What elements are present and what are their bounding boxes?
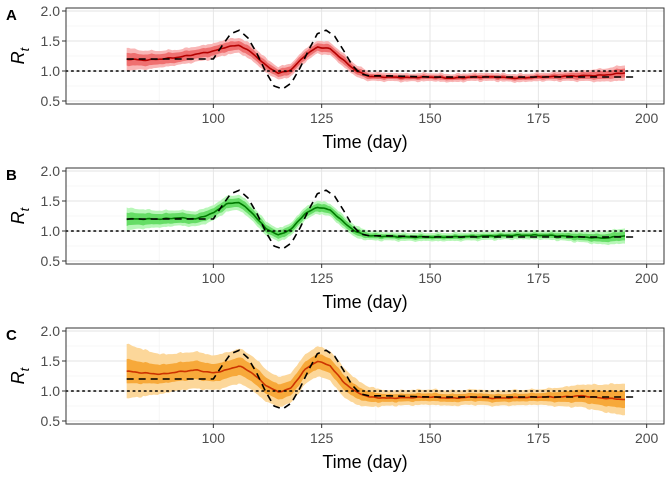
y-tick-label: 1.5: [41, 193, 61, 209]
x-tick-label: 150: [418, 270, 442, 286]
y-tick-label: 0.5: [41, 413, 61, 429]
x-tick-label: 175: [527, 110, 551, 126]
y-axis-title: Rt: [8, 206, 32, 224]
panel-b: 0.5 1.0 1.5 2.0 100 125 150 175 200 Time (day) Rt B: [6, 163, 665, 312]
x-tick-label: 100: [202, 110, 226, 126]
estimate-line: [126, 360, 626, 401]
y-tick-label: 0.5: [41, 253, 61, 269]
x-tick-label: 175: [527, 270, 551, 286]
x-tick-label: 125: [310, 110, 334, 126]
true-rt-dashed-line: [126, 189, 634, 250]
y-axis-title-main: R: [8, 51, 28, 64]
y-axis-title-subscript: t: [17, 366, 32, 371]
y-axis-title-main: R: [8, 371, 28, 384]
y-tick-label: 1.0: [41, 223, 61, 239]
y-axis-title-main: R: [8, 211, 28, 224]
y-tick-label: 0.5: [41, 93, 61, 109]
panel-a: 0.5 1.0 1.5 2.0 100 125 150 175 200 Time (day) Rt A: [6, 3, 665, 152]
y-tick-label: 1.5: [41, 353, 61, 369]
y-tick-label: 2.0: [41, 3, 61, 19]
panel-border: [65, 7, 665, 105]
band-inner: [126, 353, 626, 409]
panel-label: A: [6, 7, 17, 24]
band-inner: [126, 197, 626, 243]
x-axis-title: Time (day): [322, 132, 407, 152]
panel-label: C: [6, 327, 17, 344]
x-tick-label: 100: [202, 430, 226, 446]
y-axis-title: Rt: [8, 46, 32, 64]
true-rt-dashed-line: [126, 349, 634, 410]
x-tick-label: 200: [635, 270, 659, 286]
panel-label: B: [6, 167, 17, 184]
band-inner: [126, 41, 626, 81]
true-rt-dashed-line: [126, 29, 634, 90]
y-axis-title: Rt: [8, 366, 32, 384]
panel-border: [65, 167, 665, 265]
panel-c: 0.5 1.0 1.5 2.0 100 125 150 175 200 Time (day) Rt C: [6, 323, 665, 472]
y-axis-title-subscript: t: [17, 46, 32, 51]
x-tick-label: 150: [418, 110, 442, 126]
y-tick-label: 1.0: [41, 63, 61, 79]
y-tick-label: 2.0: [41, 163, 61, 179]
x-tick-label: 200: [635, 110, 659, 126]
x-axis-title: Time (day): [322, 452, 407, 472]
x-tick-label: 125: [310, 270, 334, 286]
y-axis-title-subscript: t: [17, 206, 32, 211]
x-tick-label: 175: [527, 430, 551, 446]
y-tick-label: 1.5: [41, 33, 61, 49]
x-tick-label: 100: [202, 270, 226, 286]
x-tick-label: 200: [635, 430, 659, 446]
x-axis-title: Time (day): [322, 292, 407, 312]
y-tick-label: 1.0: [41, 383, 61, 399]
x-tick-label: 150: [418, 430, 442, 446]
x-tick-label: 125: [310, 430, 334, 446]
band-outer: [126, 194, 626, 246]
panel-border: [65, 327, 665, 425]
y-tick-label: 2.0: [41, 323, 61, 339]
